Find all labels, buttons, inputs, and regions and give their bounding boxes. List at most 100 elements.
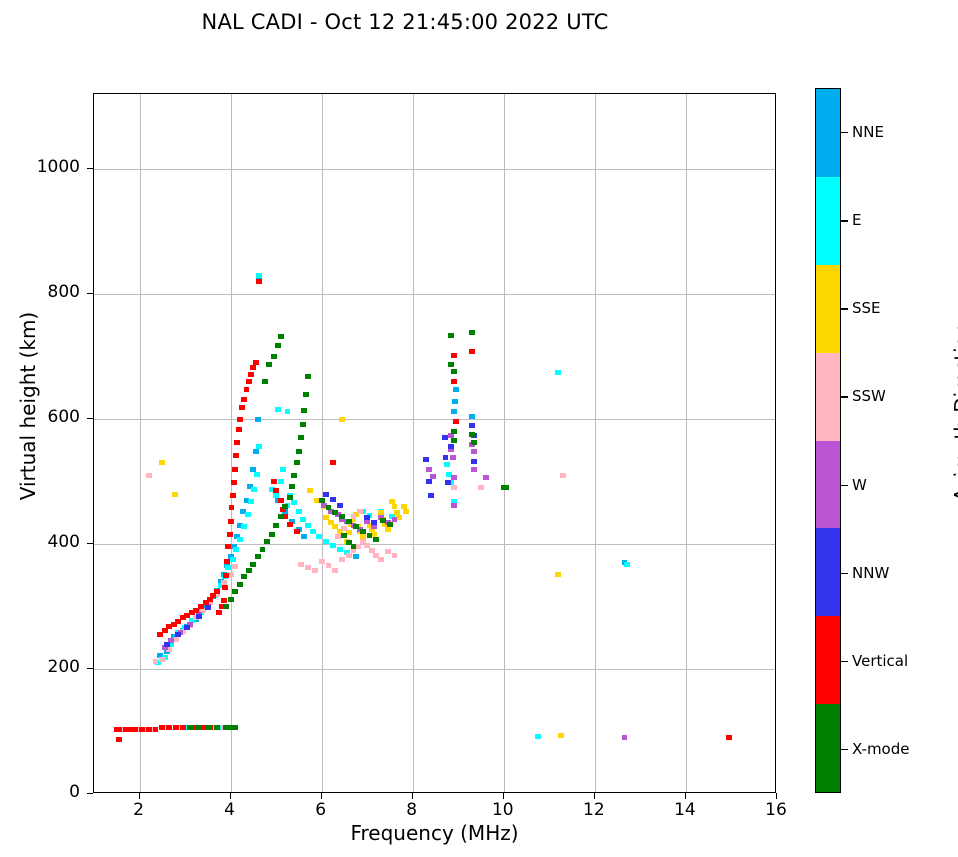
colorbar-segment-vertical [816,616,840,705]
y-tick-label: 1000 [36,157,80,177]
colorbar-tick [841,484,848,486]
data-point-x-mode [213,725,220,731]
data-point-nnw [336,502,343,508]
data-point-x-mode [195,725,202,731]
data-point-x-mode [227,725,234,731]
data-point-sse [332,524,339,529]
data-point-x-mode [293,460,300,466]
data-point-e [291,500,298,506]
data-point-e [217,582,224,588]
data-point-vertical [179,725,186,731]
data-point-nne [246,484,253,489]
data-point-w [450,502,457,508]
data-point-vertical [245,379,252,384]
data-point-ssw [355,544,362,549]
colorbar-label-x-mode: X-mode [852,739,910,758]
data-point-x-mode [503,485,510,491]
data-point-nne [254,416,261,422]
y-tick [87,168,93,169]
data-point-e [555,369,562,375]
data-point-sse [557,733,564,739]
data-point-x-mode [366,532,373,538]
data-point-vertical [202,600,209,606]
data-point-x-mode [350,544,357,549]
gridline-y [94,294,775,295]
data-point-ssw [377,556,384,562]
data-point-x-mode [282,504,289,509]
data-point-sse [346,530,352,536]
data-point-nne [453,386,459,392]
colorbar-segment-nne [816,89,840,177]
colorbar-tick [841,660,848,663]
data-point-e [450,499,457,504]
data-point-w [482,475,489,481]
data-point-vertical [233,452,239,458]
data-point-ssw [350,547,357,553]
data-point-vertical [232,466,239,472]
data-point-e [233,546,239,552]
data-point-vertical [122,727,129,733]
data-point-x-mode [341,532,348,538]
data-point-ssw [359,539,366,544]
data-point-nnw [195,614,202,619]
data-point-ssw [200,607,207,613]
data-point-vertical [228,505,235,511]
data-point-vertical [220,597,227,603]
data-point-nnw [371,520,377,526]
data-point-e [225,565,232,571]
data-point-vertical [450,352,457,358]
data-point-nnw [323,491,330,497]
x-tick [684,793,686,799]
data-point-vertical [225,544,232,549]
data-point-x-mode [450,369,457,374]
colorbar-title: Azimuth Direction [950,322,958,502]
data-point-x-mode [277,334,284,339]
data-point-x-mode [448,361,455,367]
y-tick [87,543,93,544]
data-point-e [277,479,284,484]
data-point-e [323,539,330,544]
data-point-e [268,486,275,492]
data-point-vertical [270,479,277,484]
data-point-x-mode [236,581,243,587]
data-point-x-mode [277,514,284,519]
data-point-e [256,272,263,278]
data-point-sse [327,520,334,526]
data-point-sse [314,497,321,503]
colorbar-segment-sse [816,264,840,353]
data-point-vertical [200,725,207,731]
gridline-x [412,94,414,792]
data-point-x-mode [254,554,261,559]
gridline-x [503,94,505,792]
data-point-sse [359,534,366,539]
x-tick [593,793,595,799]
x-tick-label: 14 [674,800,696,820]
data-point-x-mode [346,540,352,546]
data-point-x-mode [223,604,229,609]
data-point-vertical [243,386,250,392]
colorbar-segment-nnw [816,528,840,617]
data-point-ssw [364,542,371,548]
gridline-x [685,94,687,792]
data-point-vertical [255,279,262,284]
data-point-vertical [193,607,200,613]
data-point-w [448,432,455,438]
data-point-ssw [227,571,234,577]
data-point-ssw [478,485,484,491]
y-tick-label: 0 [69,782,80,802]
y-tick [87,293,93,294]
data-point-x-mode [289,484,296,489]
data-point-x-mode [275,342,282,348]
data-point-x-mode [270,354,277,359]
data-point-vertical [170,621,177,627]
data-point-vertical [235,426,242,432]
colorbar-label-w: W [852,475,867,494]
data-point-nnw [425,479,432,484]
y-tick-label: 600 [47,407,80,427]
data-point-nne [157,652,163,658]
x-tick [138,793,140,799]
data-point-ssw [173,636,179,642]
data-point-nnw [330,496,336,502]
data-point-nnw [442,455,449,461]
data-point-vertical [207,596,214,602]
